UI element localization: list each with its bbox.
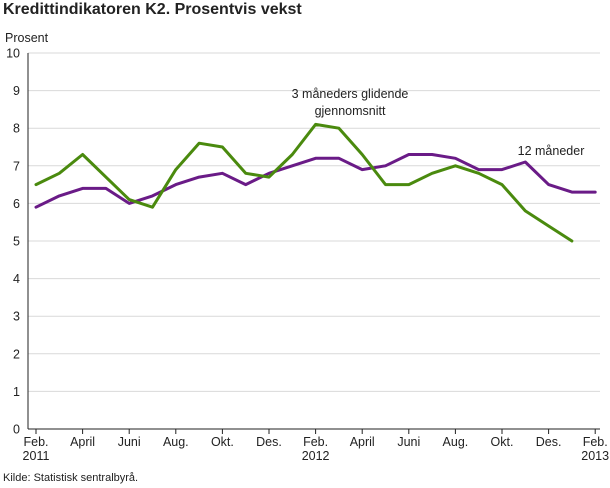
- x-tick-label: Aug.: [163, 435, 189, 449]
- x-tick-year-label: 2013: [581, 449, 609, 463]
- y-tick-label: 2: [13, 347, 20, 361]
- y-tick-label: 0: [13, 423, 20, 437]
- x-tick-year-label: 2011: [23, 449, 50, 463]
- x-tick-year-label: 2012: [302, 449, 330, 463]
- x-tick-label: Aug.: [443, 435, 469, 449]
- y-tick-label: 6: [13, 197, 20, 211]
- series-annotation: 12 måneder: [518, 144, 585, 158]
- y-tick-label: 8: [13, 122, 20, 136]
- x-tick-label: Feb.: [23, 435, 48, 449]
- y-tick-label: 1: [13, 385, 20, 399]
- x-tick-label: April: [70, 435, 95, 449]
- series-annotation: 3 måneders glidende: [292, 87, 409, 101]
- x-tick-label: Juni: [397, 435, 420, 449]
- y-tick-label: 7: [13, 159, 20, 173]
- x-tick-label: Des.: [256, 435, 282, 449]
- x-tick-label: Okt.: [491, 435, 514, 449]
- x-tick-label: Feb.: [583, 435, 608, 449]
- y-tick-label: 9: [13, 84, 20, 98]
- x-tick-label: Juni: [118, 435, 141, 449]
- x-tick-label: Des.: [536, 435, 562, 449]
- source-note: Kilde: Statistisk sentralbyrå.: [3, 472, 139, 484]
- series-line-3-maneders-glidende: [34, 122, 574, 243]
- series-line-12-maneder: [34, 153, 597, 209]
- y-tick-label: 10: [6, 47, 20, 61]
- chart-title: Kredittindikatoren K2. Prosentvis vekst: [3, 1, 302, 18]
- series-annotation: gjennomsnitt: [315, 104, 386, 118]
- x-tick-label: Feb.: [303, 435, 328, 449]
- y-tick-label: 3: [13, 310, 20, 324]
- y-axis-label: Prosent: [5, 31, 49, 45]
- x-tick-label: Okt.: [211, 435, 234, 449]
- y-tick-label: 4: [13, 272, 20, 286]
- y-tick-label: 5: [13, 235, 20, 249]
- x-tick-label: April: [350, 435, 375, 449]
